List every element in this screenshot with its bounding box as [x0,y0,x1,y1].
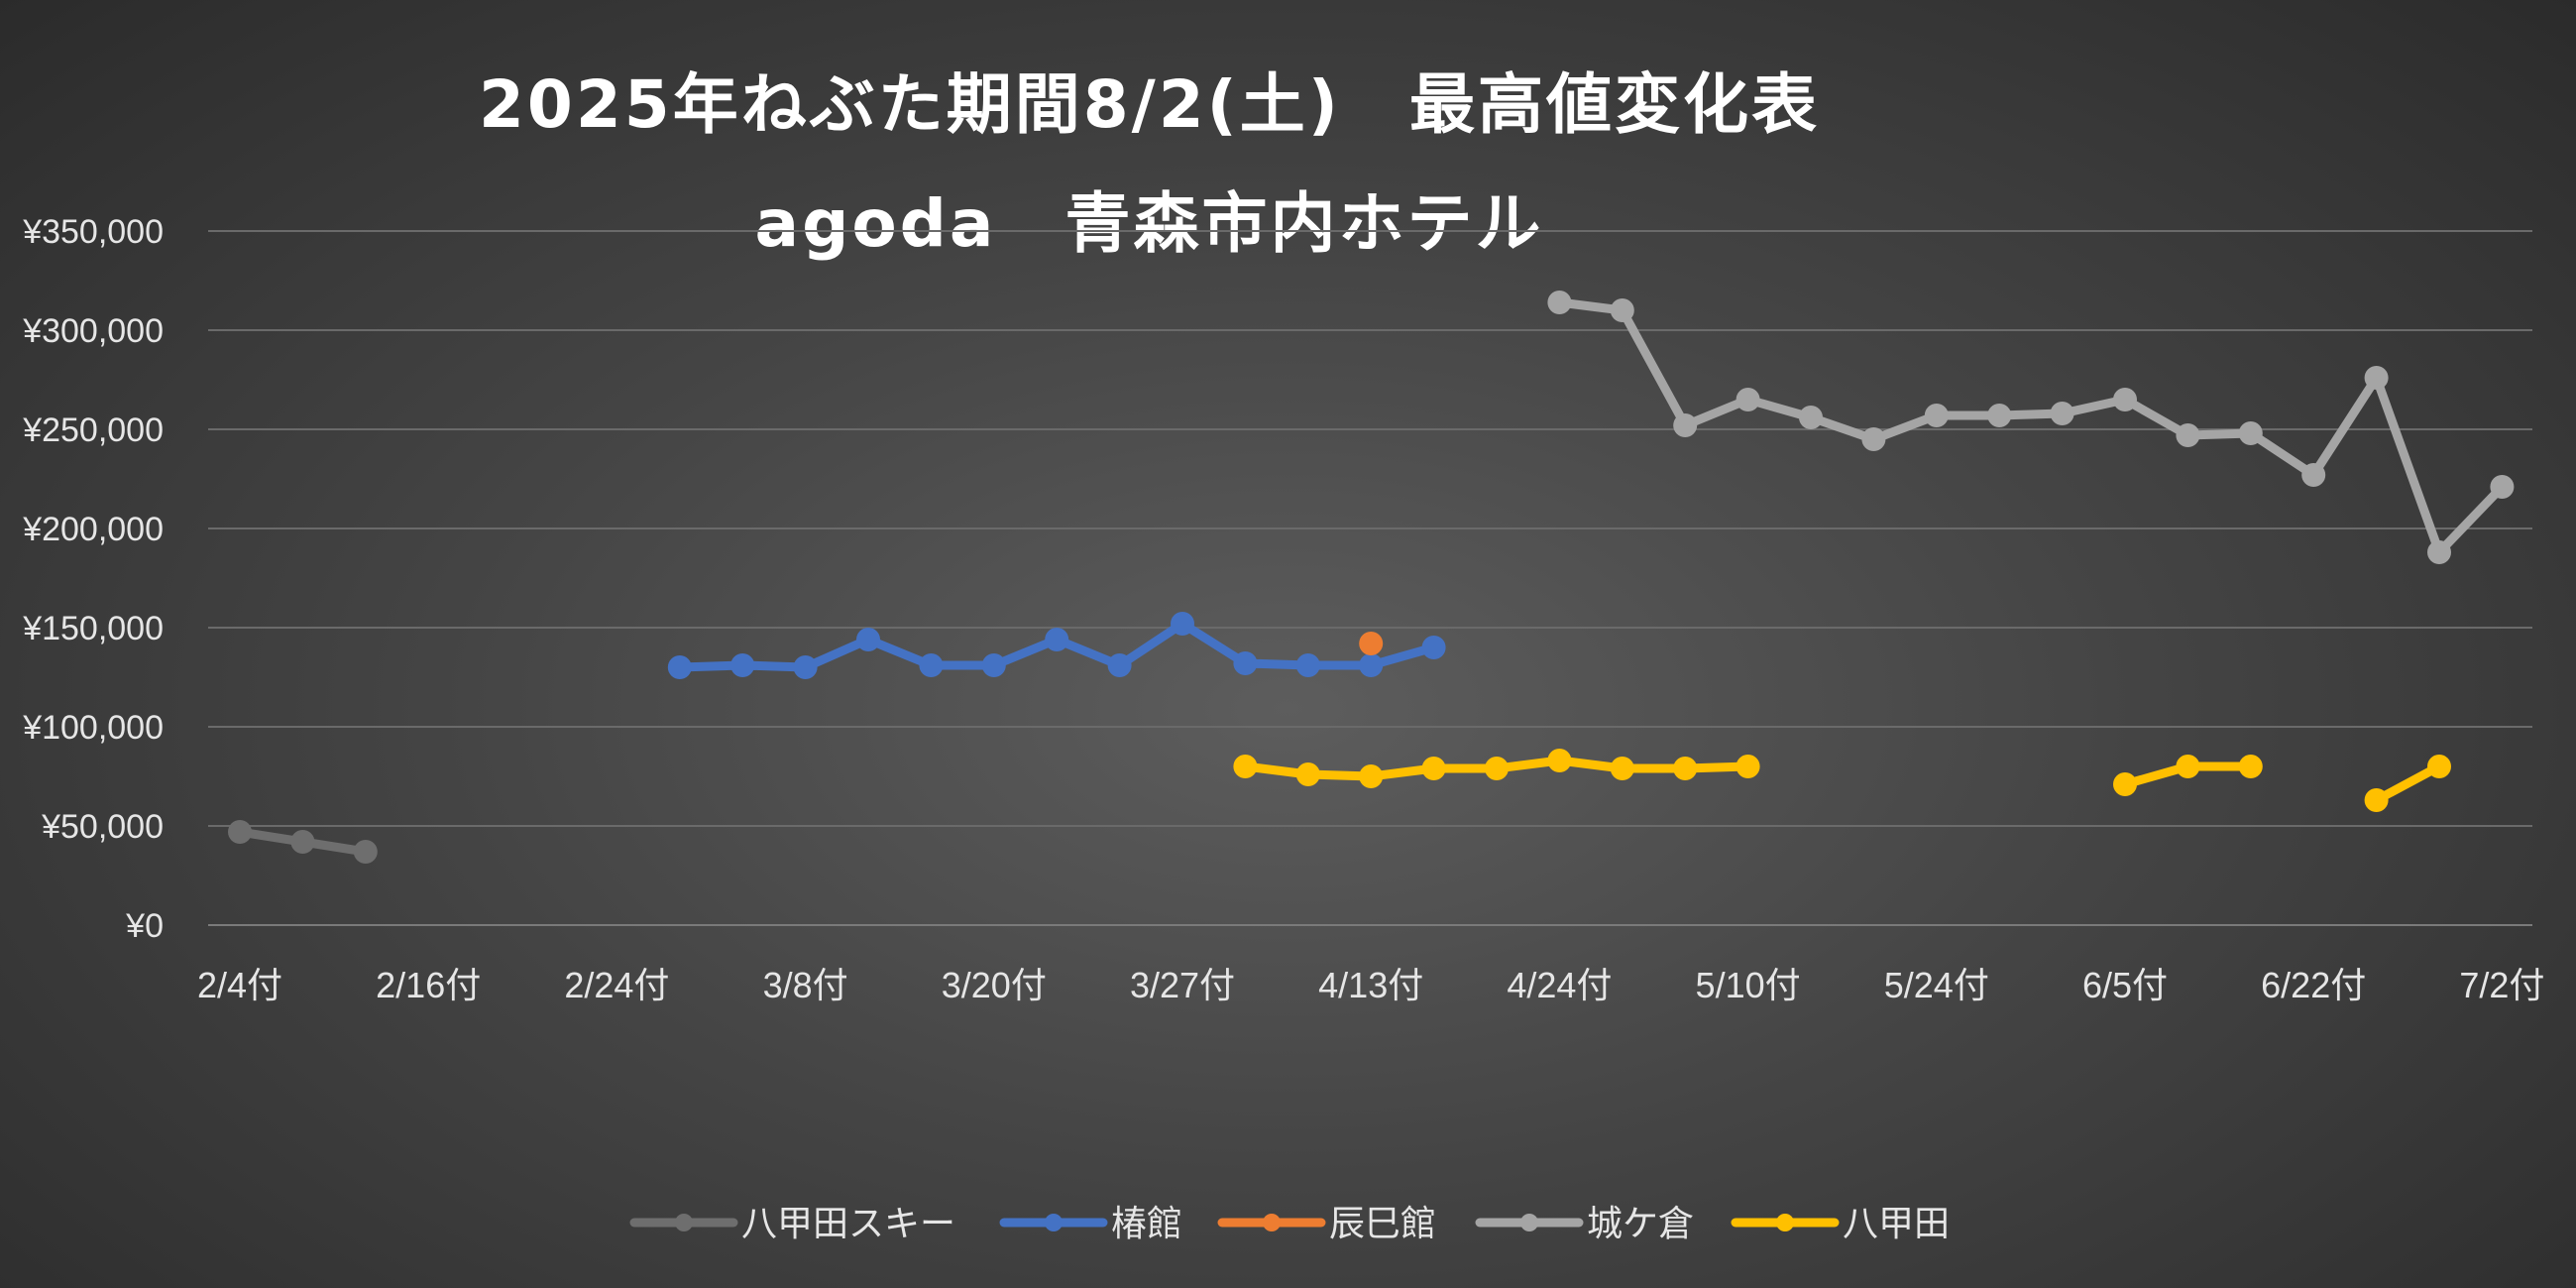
series-lines [228,291,2515,864]
y-tick-label: ¥50,000 [41,808,164,846]
legend-label: 城ケ倉 [1587,1204,1694,1244]
data-point [228,820,252,844]
data-point [1233,755,1258,778]
data-point [1924,404,1949,427]
data-point [1485,757,1509,780]
x-axis-ticks: 2/4付 2/16付 2/24付 3/8付 3/20付 3/27付 4/13付 4/24付 5/… [197,965,2544,1005]
data-point [353,840,378,864]
x-tick-label: 3/8付 [763,965,848,1005]
data-point [1359,764,1384,788]
legend-marker [1776,1214,1794,1231]
data-point [1359,632,1384,655]
x-tick-label: 5/10付 [1696,965,1801,1005]
data-point [1359,653,1384,677]
legend-label: 辰巳館 [1329,1204,1436,1244]
y-tick-label: ¥350,000 [22,213,164,251]
data-point [1421,636,1446,659]
legend: 八甲田スキー 椿館 辰巳館 城ケ倉 八甲田 [629,1204,1950,1244]
data-point [290,830,315,854]
legend-label: 八甲田スキー [741,1204,955,1244]
data-point [1295,762,1320,786]
data-point [1233,651,1258,675]
data-point [1421,757,1446,780]
data-point [2176,755,2200,778]
data-point [2490,475,2515,499]
data-point [856,628,880,651]
series-0 [228,820,378,864]
y-axis-ticks: ¥0 ¥50,000 ¥100,000 ¥150,000 ¥200,000 ¥250,00… [22,213,164,945]
legend-marker [1263,1214,1281,1231]
legend-item: 椿館 [999,1204,1182,1244]
data-point [2050,402,2074,425]
legend-marker [1045,1214,1063,1231]
data-point [1799,406,1823,429]
series-4 [1233,749,2451,812]
x-tick-label: 2/4付 [197,965,282,1005]
data-point [2113,388,2137,411]
y-tick-label: ¥100,000 [22,709,164,747]
legend-marker [1520,1214,1538,1231]
data-point [2301,463,2326,487]
data-point [1861,427,1886,451]
data-point [1736,755,1760,778]
legend-item: 辰巳館 [1217,1204,1436,1244]
data-point [981,653,1006,677]
data-point [1547,749,1572,772]
x-tick-label: 2/24付 [564,965,669,1005]
legend-item: 八甲田 [1731,1204,1950,1244]
data-point [2364,366,2389,390]
data-point [1107,653,1132,677]
data-point [1045,628,1069,651]
data-point [2364,788,2389,812]
x-tick-label: 4/13付 [1318,965,1423,1005]
data-point [730,653,755,677]
data-point [793,655,818,679]
chart-subtitle: agoda 青森市内ホテル [754,185,1544,262]
data-point [2238,421,2263,445]
gridlines [208,230,2532,926]
series-3 [1547,291,2515,564]
series-2 [1359,632,1384,655]
legend-item: 城ケ倉 [1475,1204,1694,1244]
data-point [1610,757,1634,780]
data-point [667,655,692,679]
y-tick-label: ¥200,000 [22,511,164,548]
x-tick-label: 5/24付 [1884,965,1989,1005]
data-point [1736,388,1760,411]
data-point [1547,291,1572,314]
x-tick-label: 7/2付 [2459,965,2544,1005]
y-tick-label: ¥250,000 [22,411,164,449]
x-tick-label: 6/5付 [2082,965,2168,1005]
chart-title: 2025年ねぶた期間8/2(土) 最高値変化表 [479,66,1820,143]
series-line [1554,297,2507,557]
y-tick-label: ¥0 [125,907,164,945]
y-tick-label: ¥300,000 [22,312,164,350]
x-tick-label: 2/16付 [376,965,481,1005]
data-point [2238,755,2263,778]
data-point [1295,653,1320,677]
y-tick-label: ¥150,000 [22,610,164,647]
data-point [2427,540,2451,564]
legend-item: 八甲田スキー [629,1204,955,1244]
data-point [1987,404,2012,427]
x-tick-label: 3/27付 [1130,965,1235,1005]
legend-label: 八甲田 [1843,1204,1950,1244]
x-tick-label: 4/24付 [1507,965,1612,1005]
data-point [2113,772,2137,796]
data-point [1171,612,1194,636]
data-point [1610,298,1634,322]
legend-label: 椿館 [1111,1204,1182,1244]
data-point [919,653,944,677]
data-point [1673,413,1698,437]
series-1 [667,612,1446,679]
x-tick-label: 6/22付 [2261,965,2366,1005]
data-point [2427,755,2451,778]
legend-marker [675,1214,693,1231]
data-point [1673,757,1698,780]
x-tick-label: 3/20付 [942,965,1047,1005]
data-point [2176,423,2200,447]
